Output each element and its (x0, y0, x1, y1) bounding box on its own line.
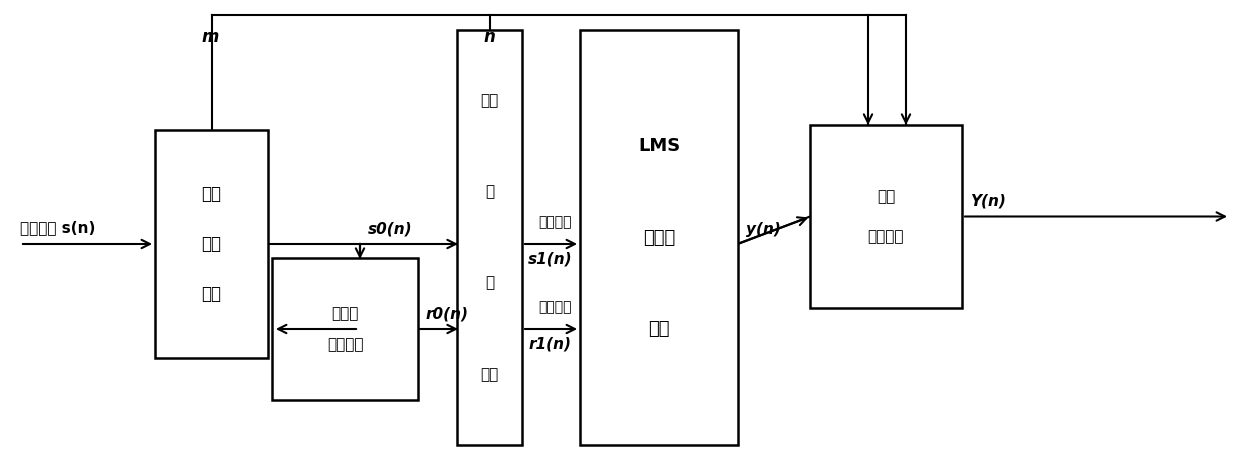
Text: 电路: 电路 (649, 320, 670, 338)
Bar (458, 30, 522, 445)
Text: 函数电路: 函数电路 (327, 337, 363, 352)
Text: 输出: 输出 (877, 189, 895, 204)
Text: 调: 调 (485, 184, 494, 200)
Text: 转换: 转换 (201, 235, 222, 253)
Text: y(n): y(n) (746, 221, 781, 237)
Text: s1(n): s1(n) (527, 252, 572, 266)
Text: 滤波器: 滤波器 (642, 228, 675, 246)
Text: 信号: 信号 (480, 93, 498, 108)
Text: 参考信号: 参考信号 (538, 300, 572, 314)
Bar (580, 30, 738, 445)
Bar (272, 258, 418, 400)
Text: n: n (484, 28, 496, 46)
Bar (155, 130, 268, 358)
Text: Y(n): Y(n) (970, 194, 1006, 209)
Text: 整: 整 (485, 276, 494, 291)
Bar (810, 125, 962, 308)
Text: 调整电路: 调整电路 (868, 229, 904, 244)
Text: LMS: LMS (637, 137, 680, 155)
Text: s0(n): s0(n) (368, 221, 413, 237)
Text: 输入信号: 输入信号 (538, 215, 572, 229)
Text: r1(n): r1(n) (529, 337, 572, 352)
Text: 信号: 信号 (201, 185, 222, 203)
Text: 原始输入 s(n): 原始输入 s(n) (20, 220, 95, 236)
Text: 电路: 电路 (201, 285, 222, 303)
Text: 电路: 电路 (480, 367, 498, 382)
Text: 径向基: 径向基 (331, 306, 358, 321)
Text: r0(n): r0(n) (427, 307, 469, 321)
Text: m: m (201, 28, 219, 46)
